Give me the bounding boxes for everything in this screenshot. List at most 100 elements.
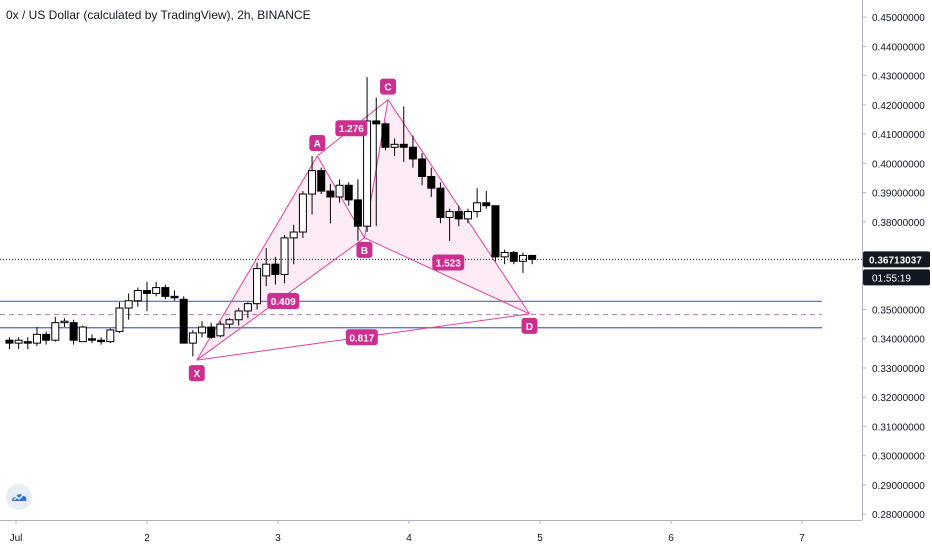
price-tick-label: 0.40000000 [872,159,925,170]
candle-body [454,211,463,220]
candle-body [289,231,298,239]
candle-body [216,323,225,337]
chart-title: 0x / US Dollar (calculated by TradingVie… [6,8,311,22]
candle-body [106,329,115,343]
candle-body [115,307,124,332]
candle-body [418,158,427,177]
price-tick-label: 0.33000000 [872,364,925,375]
candle-body [133,290,142,302]
candle-body [78,326,87,343]
candle-body [14,339,23,344]
time-tick-label: 2 [144,533,150,544]
point-label: C [384,83,391,94]
price-tick-label: 0.30000000 [872,452,925,463]
candle-body [463,211,472,220]
candle-body [308,170,317,195]
pattern-triangle [364,99,530,314]
ratio-label-bg [335,120,368,137]
candle-body [198,326,207,334]
price-tick-label: 0.35000000 [872,306,925,317]
ratio-label: 1.276 [339,124,364,135]
point-label-bg [380,78,397,95]
candle-body [60,320,69,324]
ratio-label-bg [345,329,378,346]
time-tick-label: 7 [799,533,805,544]
candle-body [124,300,133,309]
ratio-label-bg [267,293,300,310]
candle-body [97,339,106,343]
time-tick-label: Jul [10,533,23,544]
price-tick-label: 0.45000000 [872,13,925,24]
tradingview-cloud-icon [6,484,32,510]
candle-body [491,205,500,258]
candle-body [42,333,51,341]
candle-body [234,310,243,321]
time-tick-label: 4 [406,533,412,544]
current-price-badge [863,251,930,268]
price-tick-label: 0.38000000 [872,218,925,229]
candle-body [207,326,216,338]
candle-body [390,143,399,148]
time-tick-label: 6 [668,533,674,544]
time-axis[interactable]: Jul 2 3 4 5 6 7 [0,520,932,550]
candle-body [262,263,271,277]
candle-body [161,287,170,297]
point-label: X [193,369,200,380]
countdown-label: 01:55:19 [872,273,911,284]
candle-body [372,120,381,125]
candle-body [500,251,509,258]
price-axis[interactable]: 0.45000000 0.44000000 0.43000000 0.42000000… [862,0,932,550]
point-label: A [314,139,321,150]
price-tick-label: 0.31000000 [872,422,925,433]
candle-body [427,175,436,189]
point-label-bg [356,241,373,258]
time-axis-bg [0,520,932,550]
candle-body [87,338,96,341]
candle-body [280,237,289,275]
candle-body [408,146,417,160]
point-label: D [526,322,533,333]
candle-body [170,295,179,299]
countdown-badge [863,269,930,286]
candle-body [436,187,445,218]
ratio-label: 0.409 [271,297,296,308]
candle-body [23,341,32,344]
candle-body [69,322,78,341]
candle-body [473,202,482,213]
candle-body [253,268,262,305]
candle-body [5,339,14,344]
candle-body [363,120,372,227]
time-tick-label: 3 [275,533,281,544]
price-tick-label: 0.29000000 [872,481,925,492]
candle-body [51,322,60,341]
candle-body [143,290,151,294]
candle-body [32,333,41,344]
candle-body [271,263,280,275]
candle-body [399,143,408,148]
price-tick-label: 0.43000000 [872,72,925,83]
candle-body [317,170,326,192]
candle-body [179,298,188,344]
candle-body [335,184,344,198]
candle-body [482,202,491,207]
price-tick-label: 0.44000000 [872,42,925,53]
price-tick-label: 0.28000000 [872,510,925,521]
candle-body [381,123,390,148]
candle-body [518,254,527,262]
candle-body [528,254,537,260]
point-label-bg [188,365,205,382]
candle-body [353,199,362,227]
pattern-line [364,237,530,315]
pattern-labels: X A B C D 1.276 0.409 1.523 0.817 [188,78,538,382]
point-label: B [361,246,368,257]
current-price-label: 0.36713037 [869,255,922,266]
ratio-label: 0.817 [349,333,374,344]
candles [5,77,537,357]
candle-body [298,193,307,233]
price-tick-label: 0.41000000 [872,130,925,141]
ratio-label: 1.523 [436,258,461,269]
candle-body [152,287,161,294]
horizontal-lines [0,300,822,329]
price-tick-label: 0.32000000 [872,393,925,404]
